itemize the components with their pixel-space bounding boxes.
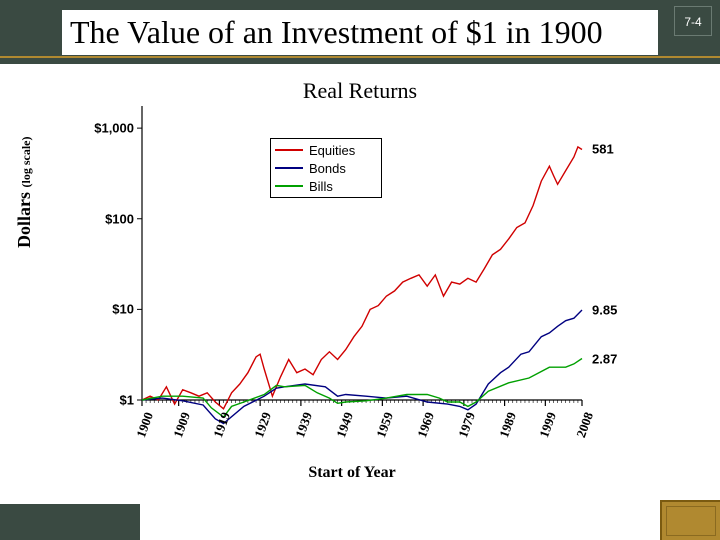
series-end-label: 9.85 — [592, 302, 617, 317]
y-tick-label: $100 — [105, 211, 134, 226]
legend-swatch — [275, 149, 303, 151]
y-tick-label: $1 — [120, 393, 134, 408]
legend-label: Bills — [309, 179, 333, 194]
y-tick-label: $10 — [112, 302, 134, 317]
page-number-badge: 7-4 — [674, 6, 712, 36]
footer-accent-left — [0, 504, 140, 540]
series-end-label: 2.87 — [592, 351, 617, 366]
legend-row: Bonds — [275, 159, 377, 177]
series-end-label: 581 — [592, 142, 614, 157]
legend-label: Bonds — [309, 161, 346, 176]
chart-container: Dollars (log scale) Start of Year Equiti… — [72, 100, 632, 480]
legend-row: Equities — [275, 141, 377, 159]
title-underline — [0, 56, 720, 58]
legend-swatch — [275, 167, 303, 169]
footer-accent-right — [660, 500, 720, 540]
legend-label: Equities — [309, 143, 355, 158]
legend: Equities Bonds Bills — [270, 138, 382, 198]
y-axis-label: Dollars (log scale) — [14, 137, 35, 248]
legend-swatch — [275, 185, 303, 187]
slide-title: The Value of an Investment of $1 in 1900 — [62, 10, 658, 55]
legend-row: Bills — [275, 177, 377, 195]
y-tick-label: $1,000 — [94, 121, 134, 136]
